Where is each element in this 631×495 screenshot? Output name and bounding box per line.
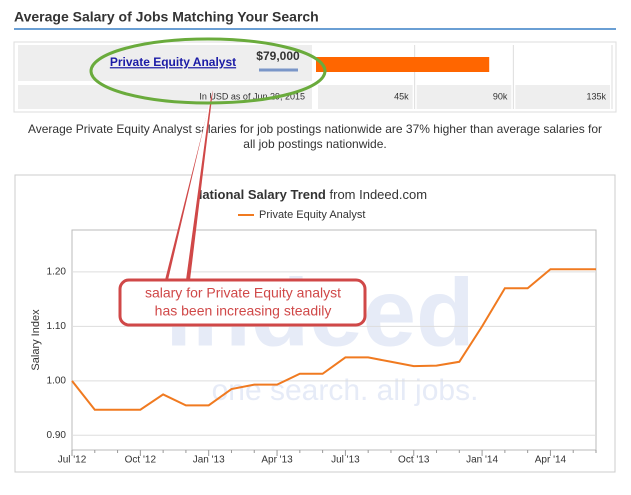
callout-pointer-inner bbox=[168, 96, 211, 280]
x-tick-label: Oct '12 bbox=[125, 455, 157, 466]
description: Average Private Equity Analyst salaries … bbox=[28, 122, 602, 136]
y-axis-label: Salary Index bbox=[30, 309, 42, 371]
description: all job postings nationwide. bbox=[243, 137, 386, 151]
chart-source: from Indeed.com bbox=[330, 187, 428, 202]
job-link[interactable]: Private Equity Analyst bbox=[110, 55, 236, 69]
y-tick-label: 1.00 bbox=[47, 375, 67, 386]
callout-pointer bbox=[165, 90, 213, 280]
salary-value: $79,000 bbox=[256, 49, 300, 63]
scale-tick-label: 45k bbox=[394, 91, 409, 101]
scale-cell bbox=[515, 85, 610, 109]
callout-box bbox=[118, 278, 367, 327]
chart: National Salary Trend from Indeed.com 0.9… bbox=[30, 187, 597, 466]
scale-tick-label: 90k bbox=[493, 91, 508, 101]
x-tick-label: Oct '13 bbox=[398, 455, 430, 466]
y-tick-label: 1.10 bbox=[47, 321, 67, 332]
chart-title-main: National Salary Trend bbox=[193, 187, 326, 202]
annotation-layer: salary for Private Equity analyst has be… bbox=[89, 37, 367, 327]
x-tick-label: Apr '13 bbox=[261, 455, 293, 466]
salary-bar bbox=[316, 57, 490, 72]
y-tick-label: 0.90 bbox=[47, 430, 67, 441]
scale-cell bbox=[318, 85, 413, 109]
watermark: one search. all jobs. bbox=[212, 374, 479, 407]
callout-text: salary for Private Equity analyst bbox=[145, 285, 341, 301]
salary-cell bbox=[18, 45, 312, 81]
scale-cell bbox=[416, 85, 512, 109]
scale-tick-label: 135k bbox=[586, 91, 606, 101]
x-tick-label: Jan '14 bbox=[466, 455, 498, 466]
y-tick-label: 1.20 bbox=[47, 267, 67, 278]
x-tick-label: Jul '12 bbox=[58, 455, 87, 466]
salary-note: In USD as of Jun 29, 2015 bbox=[199, 91, 305, 101]
highlight-ellipse bbox=[89, 37, 327, 105]
legend-label: Private Equity Analyst bbox=[259, 209, 365, 221]
x-tick-label: Jan '13 bbox=[193, 455, 225, 466]
line bbox=[71, 268, 596, 411]
chart-title: National Salary Trend from Indeed.com bbox=[193, 187, 427, 202]
plot-area bbox=[71, 229, 597, 451]
header-title: Average Salary of Jobs Matching Your Sea… bbox=[14, 9, 319, 25]
note-cell bbox=[18, 85, 312, 109]
callout-text: has been increasing steadily bbox=[155, 303, 332, 319]
x-tick-label: Apr '14 bbox=[535, 455, 567, 466]
x-tick-label: Jul '13 bbox=[331, 455, 360, 466]
